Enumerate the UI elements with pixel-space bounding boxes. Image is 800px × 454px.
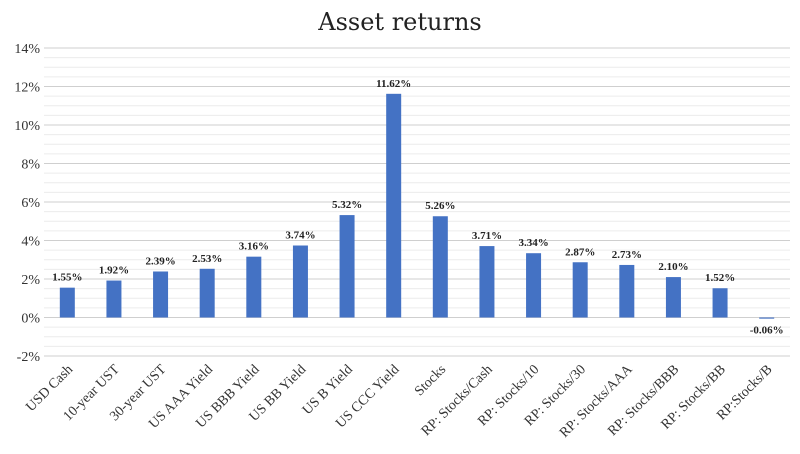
bar [199,268,215,318]
data-label: 3.34% [518,237,548,249]
bar [572,262,588,318]
data-label: 2.10% [658,261,688,273]
y-tick-label: 0% [21,312,40,327]
data-label: 1.52% [705,272,735,284]
data-label: 2.39% [145,255,175,267]
y-tick-label: 2% [21,273,40,288]
y-tick-label: 4% [21,235,40,250]
bar [292,245,308,318]
y-tick-label: -2% [17,350,41,365]
data-label: 3.74% [285,230,315,242]
data-label: 11.62% [376,78,411,90]
y-tick-label: 10% [14,119,40,134]
bars [59,93,775,319]
bar [479,246,495,318]
y-tick-label: 14% [14,42,40,57]
data-label: 5.26% [425,200,455,212]
bar [526,253,542,318]
bar [759,317,775,319]
data-label: 3.71% [472,230,502,242]
bar [665,277,681,318]
bar [246,256,262,318]
data-label: 2.73% [612,249,642,261]
y-tick-label: 8% [21,158,40,173]
data-label: 3.16% [239,241,269,253]
bar [153,271,169,318]
bar [386,93,402,318]
data-label: -0.06% [750,325,784,337]
x-tick-label: Stocks [412,362,449,399]
bar [106,280,122,318]
data-labels: 1.55% 1.92% 2.39% 2.53% 3.16% 3.74% 5.32% 11.62… [52,78,783,337]
y-tick-label: 12% [14,81,40,96]
data-label: 5.32% [332,199,362,211]
bar [619,264,635,318]
data-label: 1.92% [99,265,129,277]
gridlines [44,47,790,357]
bar [712,288,728,318]
data-label: 1.55% [52,272,82,284]
data-label: 2.87% [565,246,595,258]
chart-title: Asset returns [317,8,481,36]
bar [339,215,355,318]
data-label: 2.53% [192,253,222,265]
y-tick-label: 6% [21,196,40,211]
bar [432,216,448,318]
y-axis-ticks: -2% 0% 2% 4% 6% 8% 10% 12% 14% [14,42,40,365]
bar [59,287,75,318]
